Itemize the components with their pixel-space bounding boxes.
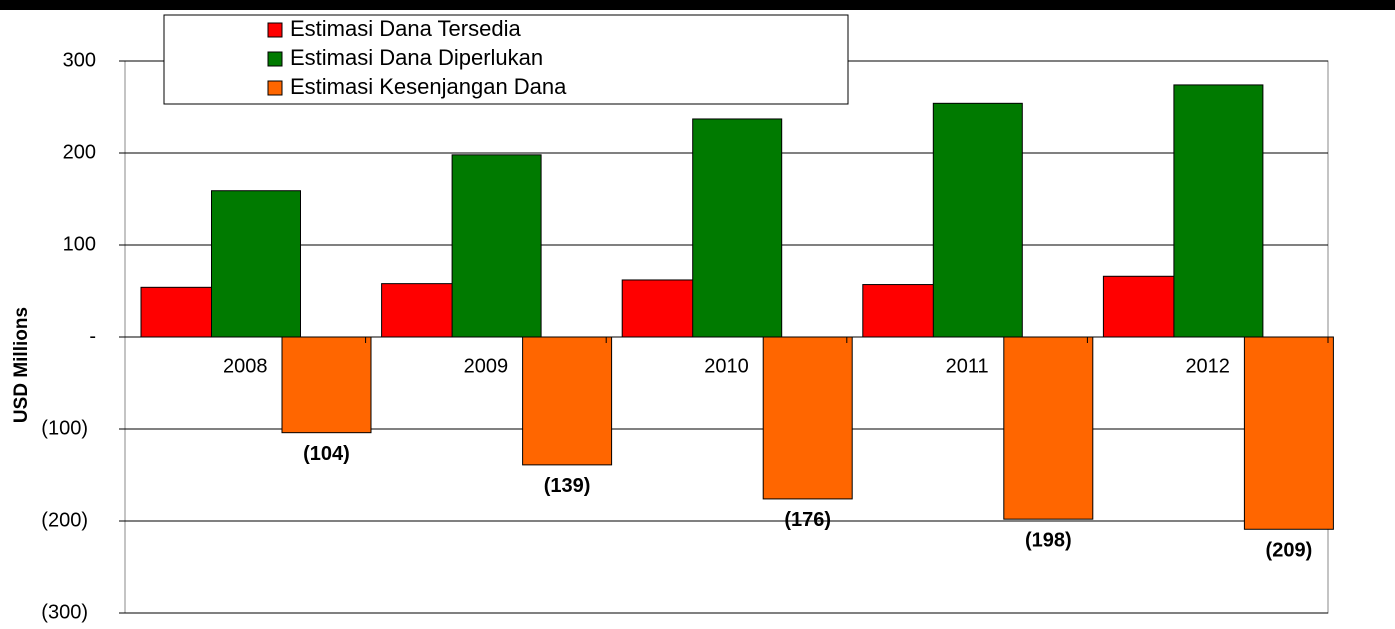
bar: [932, 102, 1023, 338]
y-tick-label: (200): [41, 509, 88, 531]
top-bar: [0, 0, 1395, 10]
legend-label: Estimasi Kesenjangan Dana: [290, 74, 567, 99]
bar: [1173, 84, 1264, 338]
data-label: (176): [784, 509, 831, 531]
data-label: (209): [1266, 540, 1313, 562]
data-label: (104): [303, 443, 350, 465]
legend-label: Estimasi Dana Tersedia: [290, 16, 521, 41]
bar: [1003, 336, 1094, 520]
y-tick-label: (100): [41, 417, 88, 439]
bar: [692, 118, 783, 338]
x-tick-label: 2009: [464, 355, 509, 377]
legend-swatch: [267, 22, 283, 38]
data-label: (198): [1025, 529, 1072, 551]
x-tick-label: 2011: [946, 355, 989, 377]
x-tick-label: 2012: [1185, 355, 1230, 377]
x-tick-label: 2008: [223, 355, 268, 377]
legend-label: Estimasi Dana Diperlukan: [290, 45, 543, 70]
bar: [211, 190, 301, 338]
bar: [281, 336, 372, 434]
y-tick-label: (300): [41, 601, 88, 623]
legend-swatch: [267, 51, 283, 67]
y-tick-label: 200: [63, 141, 96, 163]
data-label: (139): [544, 475, 591, 497]
bar: [1243, 336, 1334, 530]
bar: [762, 336, 853, 500]
bar: [522, 336, 613, 466]
y-tick-label: 300: [63, 49, 96, 71]
y-tick-label: -: [89, 325, 96, 347]
y-tick-label: 100: [63, 233, 96, 255]
x-tick-label: 2010: [704, 355, 749, 377]
y-axis-title: USD Millions: [11, 307, 32, 423]
legend-swatch: [267, 80, 283, 96]
bar: [451, 154, 542, 338]
